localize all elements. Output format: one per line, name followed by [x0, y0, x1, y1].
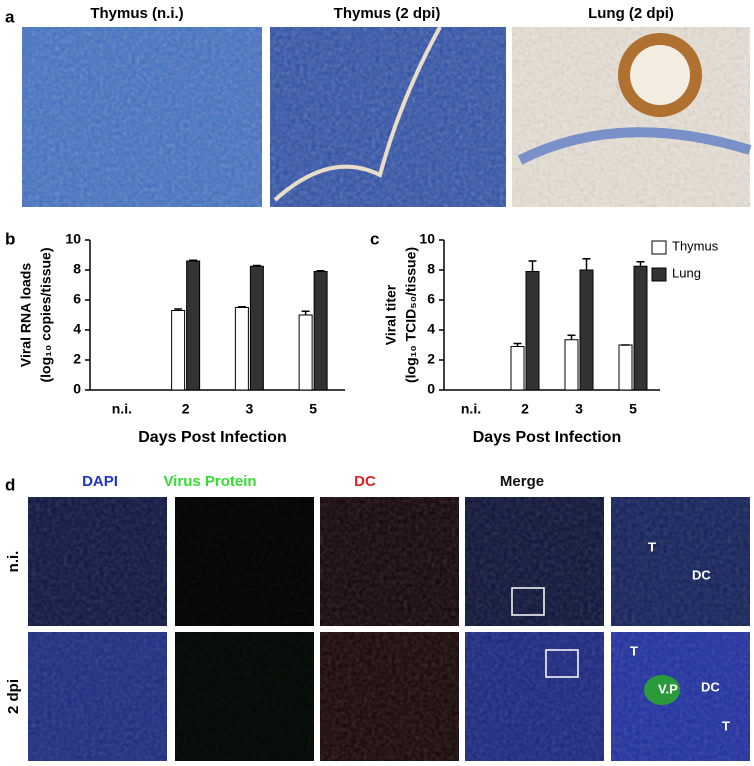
y-tick-label: 8 — [73, 261, 81, 277]
annotation: V.P — [658, 681, 678, 696]
bar — [579, 269, 594, 391]
x-axis-label: Days Post Infection — [473, 429, 621, 446]
bar — [633, 265, 648, 391]
y-tick-label: 4 — [73, 321, 81, 337]
y-axis-label: (log₁₀ TCID₅₀/tissue) — [403, 247, 419, 383]
y-axis-label: Viral RNA loads — [18, 263, 34, 367]
error-bar — [567, 334, 576, 340]
error-bar — [174, 308, 183, 311]
y-tick-label: 6 — [73, 291, 81, 307]
bar — [171, 310, 186, 391]
bar — [618, 344, 633, 391]
x-tick-label: 2 — [182, 401, 190, 417]
image-title: Thymus (n.i.) — [90, 5, 183, 22]
y-tick-label: 0 — [73, 381, 81, 397]
y-axis-label: Viral titer — [383, 284, 399, 345]
y-tick-label: 2 — [73, 351, 81, 367]
x-tick-label: 2 — [521, 401, 529, 417]
legend-label: Lung — [672, 265, 701, 280]
inset-box — [545, 649, 579, 678]
y-tick-label: 2 — [427, 351, 435, 367]
x-tick-label: 5 — [309, 401, 317, 417]
y-tick-label: 4 — [427, 321, 435, 337]
micrographs — [22, 26, 752, 207]
legend-label: Thymus — [672, 238, 719, 253]
image-title: Thymus (2 dpi) — [334, 5, 441, 22]
x-tick-label: n.i. — [461, 401, 481, 417]
y-axis-label: (log₁₀ copies/tissue) — [38, 247, 54, 382]
panel-label: b — [5, 229, 15, 248]
error-bar — [636, 261, 645, 267]
fluorescence-panel: DAPI Virus Protein DC Merge n.i. 2 dpi T DC T V.P… — [5, 473, 750, 761]
bar — [564, 339, 579, 391]
image-texture — [465, 497, 604, 626]
column-title: Merge — [500, 473, 544, 490]
column-title: DAPI — [82, 473, 118, 490]
column-title: Virus Protein — [163, 473, 256, 490]
y-tick-label: 0 — [427, 381, 435, 397]
bar — [298, 314, 313, 391]
image-texture — [320, 632, 459, 761]
image-texture — [611, 497, 750, 626]
panel-label: a — [5, 7, 15, 26]
row-title: 2 dpi — [5, 679, 22, 714]
error-bar — [316, 270, 325, 272]
y-tick-label: 10 — [65, 231, 81, 247]
image-texture — [175, 497, 314, 626]
cell — [644, 675, 680, 705]
annotation: DC — [692, 567, 711, 582]
bar — [249, 265, 264, 391]
bar — [234, 307, 249, 391]
legend-swatch — [651, 240, 667, 255]
column-title: DC — [354, 473, 376, 490]
y-tick-label: 6 — [427, 291, 435, 307]
error-bar — [582, 258, 591, 270]
x-tick-label: n.i. — [112, 401, 132, 417]
annotation: T — [648, 539, 656, 554]
annotation: T — [722, 718, 730, 733]
image-texture — [28, 632, 167, 761]
y-tick-label: 8 — [427, 261, 435, 277]
error-bar — [528, 260, 537, 272]
error-bar — [513, 342, 522, 347]
error-bar — [189, 259, 198, 261]
panel-label: c — [370, 229, 379, 248]
image-title: Lung (2 dpi) — [588, 5, 674, 22]
image-texture — [611, 632, 750, 761]
image-texture — [320, 497, 459, 626]
image-texture — [465, 632, 604, 761]
error-bar — [301, 310, 310, 315]
x-tick-label: 3 — [575, 401, 583, 417]
error-bar — [252, 264, 261, 267]
bar — [510, 346, 525, 391]
x-axis-label: Days Post Infection — [138, 429, 286, 446]
annotation: DC — [701, 679, 720, 694]
annotation: T — [630, 643, 638, 658]
bar — [313, 271, 328, 391]
image-texture — [28, 497, 167, 626]
bar — [525, 271, 540, 391]
inset-box — [511, 587, 545, 616]
x-tick-label: 3 — [245, 401, 253, 417]
row-title: n.i. — [5, 551, 22, 573]
image-texture — [175, 632, 314, 761]
x-tick-label: 5 — [629, 401, 637, 417]
y-tick-label: 10 — [419, 231, 435, 247]
legend-swatch — [651, 267, 667, 282]
error-bar — [237, 306, 246, 308]
bar — [186, 260, 201, 391]
panel-label: d — [5, 475, 15, 494]
